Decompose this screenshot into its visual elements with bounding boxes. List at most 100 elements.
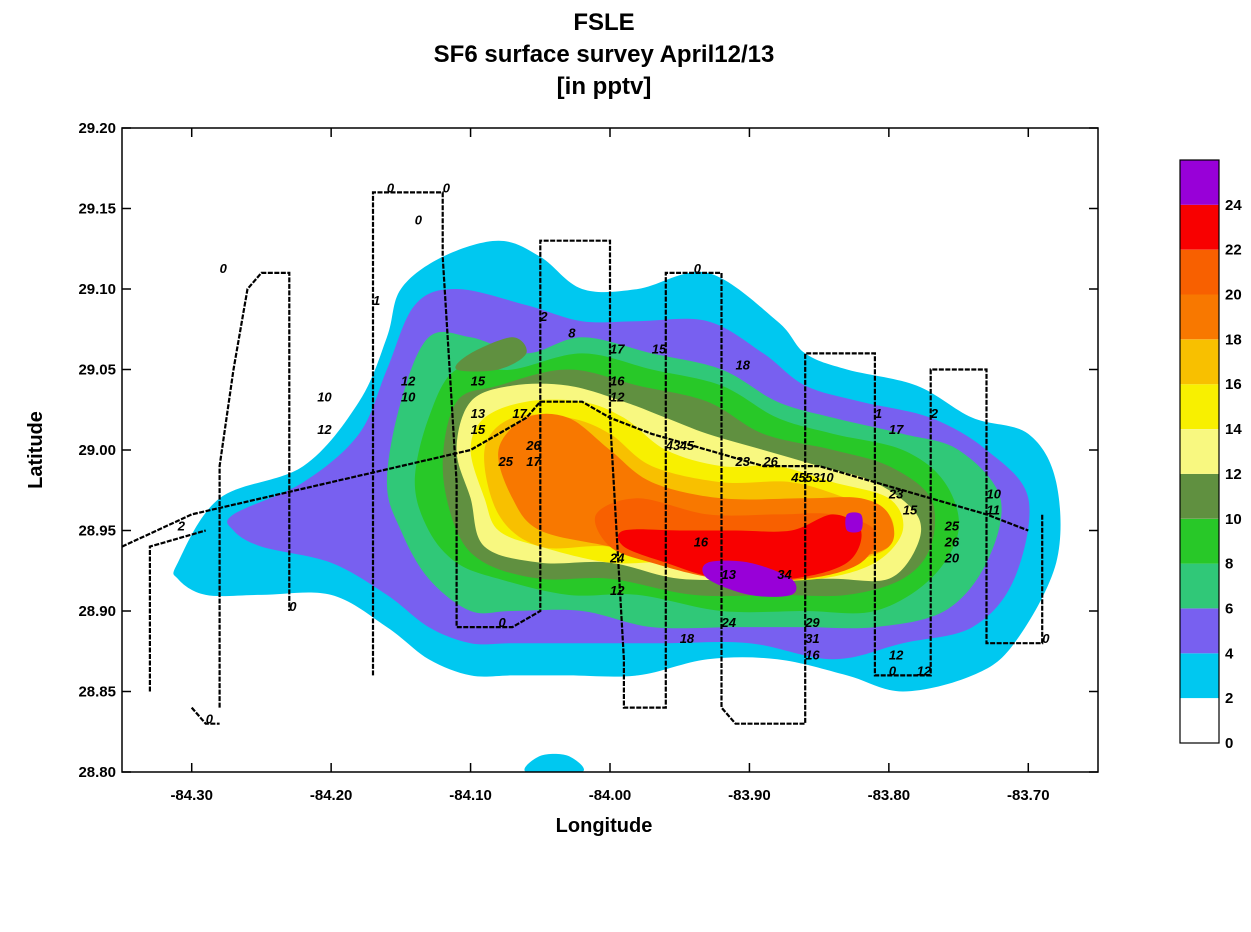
track-value-label: 15 — [903, 502, 918, 517]
track-value-label: 24 — [721, 615, 737, 630]
track-value-label: 16 — [805, 647, 820, 662]
track-value-label: 12 — [401, 374, 416, 389]
track-value-label: 10 — [987, 486, 1002, 501]
track-value-label: 2 — [930, 406, 939, 421]
colorbar-label: 12 — [1225, 466, 1242, 483]
track-value-label: 0 — [889, 663, 897, 678]
x-tick-label: -84.30 — [170, 787, 213, 804]
contour-level-24 — [845, 512, 863, 533]
contour-level-2 — [524, 753, 584, 772]
track-value-label: 18 — [680, 631, 695, 646]
colorbar-swatch — [1180, 653, 1219, 699]
colorbar-swatch — [1180, 160, 1219, 205]
track-value-label: 17 — [526, 454, 541, 469]
contour-level-22 — [617, 514, 862, 581]
colorbar-swatch — [1180, 384, 1219, 429]
contour-level-10 — [455, 337, 527, 372]
colorbar-swatch — [1180, 294, 1219, 340]
track-value-label: 26 — [762, 454, 778, 469]
track-value-label: 0 — [206, 712, 214, 727]
track-value-label: 17 — [610, 341, 625, 356]
contour-fills — [173, 240, 1061, 772]
y-tick-label: 28.90 — [78, 603, 116, 620]
colorbar-swatch — [1180, 249, 1219, 295]
track-value-label: 0 — [443, 180, 451, 195]
x-axis-ticks: -84.30 -84.20 -84.10 -84.00 -83.90 -83.80 -83.… — [170, 128, 1050, 804]
colorbar-swatch — [1180, 698, 1219, 743]
track-value-label: 0 — [1042, 631, 1050, 646]
x-tick-label: -84.10 — [449, 787, 492, 804]
track-value-label: 13 — [471, 406, 486, 421]
x-tick-label: -84.20 — [310, 787, 353, 804]
chart-subtitle: SF6 surface survey April12/13 — [434, 41, 775, 68]
track-value-label: 0 — [499, 615, 507, 630]
track-value-label: 23 — [735, 454, 751, 469]
track-value-label: 18 — [736, 358, 751, 373]
track-value-label: 12 — [610, 583, 625, 598]
track-value-label: 45 — [790, 470, 806, 485]
colorbar-swatch — [1180, 608, 1219, 654]
track-value-label: 0 — [387, 180, 395, 195]
track-value-label: 12 — [610, 390, 625, 405]
y-axis-label: Latitude — [25, 411, 47, 489]
colorbar-label: 2 — [1225, 690, 1233, 707]
y-tick-label: 28.80 — [78, 764, 116, 781]
track-value-label: 53 — [805, 470, 820, 485]
track-value-label: 25 — [944, 519, 960, 534]
track-value-label: 0 — [694, 261, 702, 276]
y-tick-label: 29.15 — [78, 201, 116, 218]
track-value-label: 15 — [471, 374, 486, 389]
track-value-label: 8 — [568, 325, 576, 340]
colorbar-swatch — [1180, 204, 1219, 250]
y-tick-label: 29.05 — [78, 362, 116, 379]
colorbar-frame — [1179, 159, 1220, 744]
y-tick-label: 28.85 — [78, 684, 116, 701]
track-value-label: 12 — [317, 422, 332, 437]
track-value-label: 24 — [609, 551, 625, 566]
track-value-label: 0 — [220, 261, 228, 276]
track-value-label: 2 — [177, 519, 186, 534]
colorbar-swatch — [1180, 518, 1219, 564]
contour-level-24 — [702, 560, 797, 597]
track-value-label: 34 — [777, 567, 792, 582]
colorbar-label: 22 — [1225, 242, 1242, 259]
colorbar-label: 8 — [1225, 556, 1233, 573]
track-value-label: 23 — [888, 486, 904, 501]
track-value-label: 16 — [694, 535, 709, 550]
track-value-label: 26 — [944, 535, 960, 550]
chart-units: [in pptv] — [557, 73, 652, 100]
track-value-label: 10 — [401, 390, 416, 405]
track-value-label: 12 — [917, 663, 932, 678]
x-tick-label: -83.90 — [728, 787, 771, 804]
track-value-label: 25 — [498, 454, 514, 469]
colorbar-label: 4 — [1225, 645, 1234, 662]
track-value-label: 0 — [415, 213, 423, 228]
colorbar-swatch — [1180, 339, 1219, 385]
y-tick-label: 29.20 — [78, 120, 116, 137]
track-value-label: 12 — [889, 647, 904, 662]
track-value-label: 29 — [804, 615, 820, 630]
colorbar-label: 14 — [1225, 421, 1242, 438]
y-tick-label: 28.95 — [78, 523, 116, 540]
colorbar-label: 18 — [1225, 331, 1242, 348]
track-value-label: 13 — [722, 567, 737, 582]
track-value-label: 20 — [944, 551, 960, 566]
x-tick-label: -84.00 — [589, 787, 632, 804]
track-value-label: 10 — [317, 390, 332, 405]
track-value-label: 26 — [525, 438, 541, 453]
track-value-label: 0 — [289, 599, 297, 614]
track-value-label: 45 — [679, 438, 695, 453]
track-value-label: 1 — [875, 406, 882, 421]
x-tick-label: -83.70 — [1007, 787, 1050, 804]
colorbar-label: 20 — [1225, 287, 1242, 304]
x-axis-label: Longitude — [556, 815, 653, 837]
ship-track-3 — [190, 706, 220, 725]
colorbar-label: 0 — [1225, 735, 1233, 752]
ship-track-1 — [148, 529, 207, 692]
track-value-label: 15 — [471, 422, 486, 437]
colorbar-swatch — [1180, 473, 1219, 519]
colorbar-label: 24 — [1225, 197, 1242, 214]
ship-tracks — [121, 191, 1044, 725]
